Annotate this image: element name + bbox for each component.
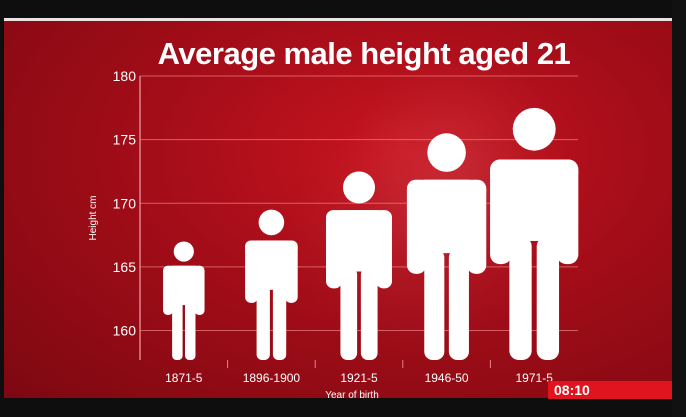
figure-1896-1900 (245, 209, 298, 360)
y-axis-label: Height cm (88, 195, 99, 240)
x-tick-label-1946-50: 1946-50 (425, 371, 469, 385)
figure-leg-right (448, 249, 469, 360)
y-axis: 160 165 170 175 180 (113, 68, 141, 360)
figure-leg-left (172, 301, 183, 360)
x-tick-label-1896-1900: 1896-1900 (243, 371, 301, 385)
figure-1971-5 (490, 107, 579, 360)
y-tick-label-175: 175 (113, 132, 137, 148)
figure-arm-left (245, 240, 258, 303)
figure-shoulders (490, 159, 579, 185)
x-tick-label-1871-5: 1871-5 (165, 371, 203, 385)
chart-title: Average male height aged 21 (158, 36, 571, 71)
x-tick-label-1971-5: 1971-5 (516, 371, 554, 385)
figure-head (342, 171, 376, 204)
figure-arm-left (406, 179, 427, 274)
figure-head (173, 241, 194, 262)
figure-leg-right (184, 301, 196, 360)
figure-arm-right (375, 210, 392, 289)
x-axis-label: Year of birth (325, 390, 379, 401)
y-tick-label-170: 170 (113, 195, 137, 211)
figure-shoulders (163, 265, 205, 278)
figure-leg-left (424, 249, 445, 360)
y-tick-label-180: 180 (113, 68, 137, 84)
figure-leg-left (256, 285, 270, 360)
figure-head (258, 209, 285, 236)
figure-leg-right (536, 236, 560, 360)
y-tick-label-160: 160 (113, 323, 137, 339)
figure-leg-left (509, 236, 532, 360)
figure-arm-right (284, 240, 298, 303)
figure-1921-5 (326, 171, 392, 360)
figures (163, 107, 579, 360)
category-labels: 1871-5 1896-1900 1921-5 1946-50 1971-5 (165, 360, 553, 385)
figure-leg-left (340, 267, 358, 360)
figure-head (427, 133, 466, 172)
figure-shoulders (326, 210, 392, 229)
figure-arm-right (556, 159, 579, 265)
figure-1871-5 (163, 241, 205, 360)
figure-arm-left (326, 210, 343, 289)
x-tick-label-1921-5: 1921-5 (340, 371, 378, 385)
figure-1946-50 (406, 133, 487, 360)
figure-arm-right (467, 179, 487, 274)
figure-leg-right (360, 267, 378, 360)
figure-arm-left (490, 159, 512, 265)
screen-bezel (672, 0, 686, 417)
y-tick-label-165: 165 (113, 259, 137, 275)
figure-leg-right (272, 285, 287, 360)
figure-arm-left (163, 265, 174, 315)
broadcast-clock: 08:10 (548, 381, 672, 399)
figure-head (512, 107, 556, 151)
figure-shoulders (406, 179, 487, 203)
figure-arm-right (194, 265, 205, 315)
figure-shoulders (245, 240, 298, 256)
